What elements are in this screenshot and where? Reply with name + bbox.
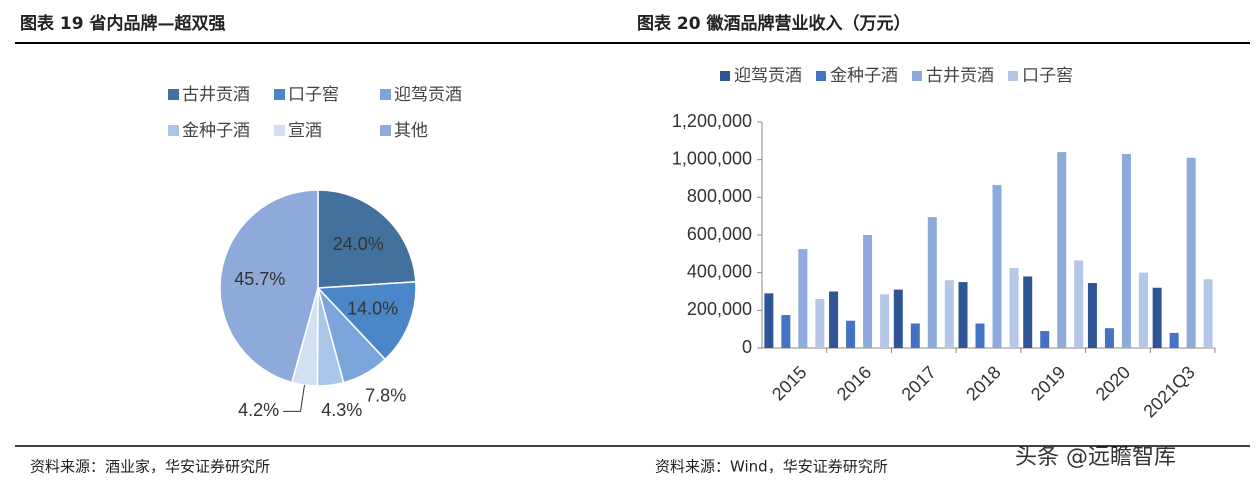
bar [863, 235, 873, 348]
y-tick-label: 1,000,000 [672, 148, 752, 168]
legend-swatch [168, 89, 179, 100]
x-tick-label: 2017 [898, 362, 940, 404]
bar [1040, 331, 1050, 348]
bar [1152, 287, 1162, 348]
bar [1169, 332, 1179, 348]
bar [829, 291, 839, 348]
legend-swatch [380, 89, 391, 100]
bar [975, 323, 985, 348]
right-title: 图表 20 徽酒品牌营业收入（万元） [637, 13, 911, 34]
y-tick-label: 400,000 [687, 261, 752, 281]
bar [944, 280, 954, 348]
legend-label: 迎驾贡酒 [734, 66, 802, 86]
bar [1057, 152, 1067, 348]
bar [764, 293, 774, 348]
legend-swatch [720, 71, 730, 81]
bar [927, 217, 937, 348]
legend-label: 古井贡酒 [926, 66, 994, 86]
bar [880, 294, 890, 348]
legend-swatch [274, 89, 285, 100]
bar [1186, 157, 1196, 348]
legend-swatch [816, 71, 826, 81]
legend-swatch [380, 125, 391, 136]
legend-label: 宣酒 [288, 121, 322, 141]
legend-swatch [168, 125, 179, 136]
legend-label: 口子窖 [1022, 66, 1073, 86]
y-tick-label: 200,000 [687, 299, 752, 319]
pie-slice [316, 281, 417, 361]
x-tick-label: 2020 [1092, 362, 1134, 404]
bar [1138, 272, 1148, 348]
bar [1009, 267, 1019, 348]
pie-slice [219, 189, 319, 384]
bar [893, 289, 903, 348]
bar [1074, 260, 1084, 348]
right-source: 资料来源：Wind，华安证券研究所 [655, 458, 888, 476]
bar [781, 315, 791, 348]
pie-label: 7.8% [365, 386, 406, 406]
y-tick-label: 600,000 [687, 224, 752, 244]
pie-slice [317, 189, 417, 289]
legend-label: 其他 [394, 121, 428, 141]
bar [910, 323, 920, 348]
x-tick-label: 2021Q3 [1139, 362, 1198, 421]
bar [1203, 279, 1213, 348]
pie-label: 24.0% [333, 234, 384, 254]
x-tick-label: 2019 [1027, 362, 1069, 404]
y-tick-label: 1,200,000 [672, 111, 752, 131]
leader-line [283, 384, 305, 412]
pie-label: 45.7% [234, 269, 285, 289]
pie-label: 4.2% [238, 400, 279, 420]
y-tick-label: 800,000 [687, 186, 752, 206]
bar [815, 299, 825, 348]
watermark: 头条 @远瞻智库 [1015, 445, 1176, 470]
legend-label: 古井贡酒 [182, 85, 250, 105]
x-tick-label: 2016 [833, 362, 875, 404]
bar [798, 249, 808, 348]
legend-label: 金种子酒 [182, 121, 250, 141]
bar [1121, 154, 1131, 348]
left-source: 资料来源：酒业家，华安证券研究所 [30, 458, 270, 476]
bar [1087, 283, 1097, 348]
legend-label: 金种子酒 [830, 66, 898, 86]
bar [1023, 276, 1033, 348]
bar [958, 282, 968, 348]
legend-swatch [274, 125, 285, 136]
legend-swatch [912, 71, 922, 81]
pie-label: 14.0% [347, 298, 398, 318]
legend-label: 迎驾贡酒 [394, 85, 462, 105]
x-tick-label: 2015 [768, 362, 810, 404]
left-title: 图表 19 省内品牌—超双强 [20, 13, 226, 34]
legend-swatch [1008, 71, 1018, 81]
y-tick-label: 0 [742, 337, 752, 357]
bar [1104, 328, 1114, 348]
x-tick-label: 2018 [962, 362, 1004, 404]
bar [992, 185, 1002, 348]
bar [846, 320, 856, 348]
legend-label: 口子窖 [288, 85, 339, 105]
pie-label: 4.3% [321, 400, 362, 420]
